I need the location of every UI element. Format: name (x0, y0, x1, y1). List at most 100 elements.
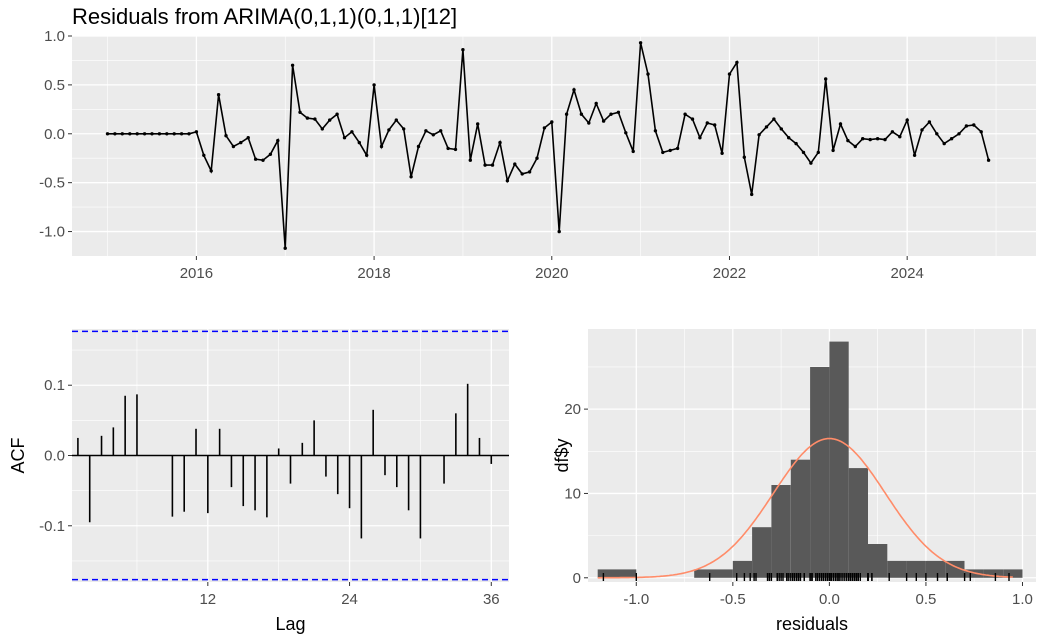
residual-point (972, 123, 976, 127)
residual-point (587, 121, 591, 125)
residual-point (239, 140, 243, 145)
histogram-bar (983, 569, 1004, 578)
residual-point (957, 132, 961, 136)
histogram-bar (771, 485, 791, 578)
residual-point (113, 132, 117, 136)
x-tick-label: 24 (341, 591, 358, 608)
residual-point (631, 149, 635, 154)
y-tick-label: 0 (573, 570, 581, 587)
residual-point (646, 72, 650, 76)
y-tick-label: 0.0 (44, 126, 65, 143)
residual-point (853, 144, 857, 149)
y-tick-label: 1.0 (44, 28, 65, 45)
y-tick-label: -0.1 (39, 518, 65, 535)
histogram-bar (790, 459, 811, 578)
residual-point (542, 126, 547, 130)
residual-point (402, 127, 406, 131)
histogram-bar (810, 367, 830, 578)
residual-point (187, 132, 191, 136)
residual-point (861, 137, 865, 141)
residual-point (905, 118, 909, 122)
histogram-bar (848, 468, 868, 578)
residual-point (779, 127, 783, 131)
residual-point (964, 124, 969, 128)
residuals-series-line (107, 42, 990, 249)
residual-point (283, 246, 287, 250)
residual-point (661, 150, 665, 155)
residual-point (809, 161, 813, 165)
residual-point (794, 141, 798, 146)
residual-point (357, 140, 361, 145)
residual-point (727, 72, 732, 76)
x-tick-label: 2020 (535, 265, 568, 282)
residual-point (535, 156, 539, 160)
y-tick-label: 0.5 (44, 77, 65, 94)
residual-point (742, 155, 746, 159)
x-tick-label: 2018 (357, 265, 390, 282)
y-tick-label: 0.1 (44, 377, 65, 394)
residual-point (949, 137, 954, 141)
residual-point (350, 130, 354, 134)
residual-point (883, 137, 887, 142)
residual-point (638, 41, 643, 45)
residual-point (675, 146, 680, 151)
residual-point (898, 135, 902, 139)
histogram-bar (694, 569, 714, 578)
residual-point (172, 132, 176, 136)
x-tick-label: 2024 (890, 265, 923, 282)
residual-point (224, 134, 228, 138)
residual-point (609, 112, 613, 116)
residual-point (135, 132, 139, 136)
residual-point (698, 136, 702, 140)
histogram-bar (713, 569, 733, 578)
residual-point (942, 141, 946, 146)
histogram-bar (597, 569, 617, 578)
residual-point (313, 117, 317, 121)
y-tick-label: -1.0 (39, 224, 65, 241)
residual-point (394, 118, 398, 122)
y-axis-label: ACF (8, 437, 28, 473)
residual-point (157, 132, 162, 136)
residual-point (579, 112, 584, 116)
residual-point (305, 116, 310, 120)
residual-point (787, 136, 791, 140)
residual-point (416, 144, 421, 149)
histogram-bar (617, 569, 637, 578)
y-tick-label: -0.5 (39, 175, 65, 192)
residual-point (750, 192, 754, 197)
residual-point (520, 172, 524, 176)
residual-point (490, 163, 495, 167)
residual-point (209, 169, 213, 173)
residual-point (986, 158, 991, 162)
residual-point (875, 137, 880, 141)
residual-point (202, 153, 206, 157)
residual-point (320, 127, 324, 131)
residual-point (290, 63, 295, 67)
residual-point (601, 119, 606, 123)
residual-point (179, 132, 184, 136)
residual-point (594, 101, 598, 106)
residual-point (261, 158, 265, 162)
residual-point (653, 129, 658, 133)
residual-point (372, 83, 376, 87)
histogram-bar (887, 560, 907, 578)
x-tick-label: 2022 (713, 265, 746, 282)
residual-point (128, 132, 132, 136)
residual-point (446, 146, 450, 151)
x-tick-label: 0.5 (916, 591, 937, 608)
histogram-bar (829, 341, 849, 578)
x-tick-label: -1.0 (623, 591, 649, 608)
residual-point (342, 136, 347, 140)
residual-point (409, 175, 413, 179)
histogram-bar (868, 544, 888, 578)
residual-point (816, 150, 820, 155)
residual-point (757, 133, 761, 137)
histogram-bar (1003, 569, 1023, 578)
residual-point (505, 179, 510, 183)
histogram-bar (906, 560, 926, 578)
residual-point (150, 132, 154, 136)
residual-point (557, 229, 561, 234)
residual-point (246, 136, 250, 140)
residual-point (468, 158, 472, 162)
